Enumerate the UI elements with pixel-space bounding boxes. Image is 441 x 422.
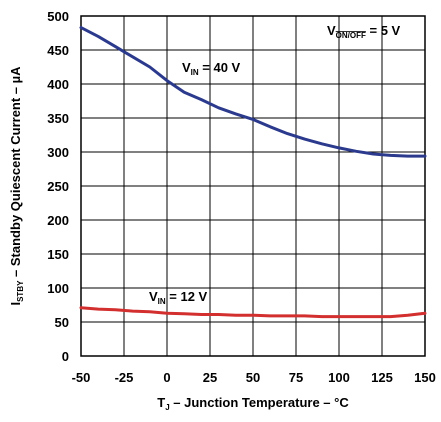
annotation-vin-12v: VIN = 12 V xyxy=(149,289,208,306)
x-tick-labels: -50 -25 0 25 50 75 100 125 150 xyxy=(72,370,436,385)
y-tick-label: 400 xyxy=(47,77,69,92)
y-tick-label: 150 xyxy=(47,247,69,262)
annotation-vin-40v: VIN = 40 V xyxy=(182,60,241,77)
y-tick-label: 300 xyxy=(47,145,69,160)
x-axis-title: TJ – Junction Temperature – °C xyxy=(157,395,349,412)
y-tick-label: 100 xyxy=(47,281,69,296)
series-line-vin-12v xyxy=(79,306,427,319)
x-tick-label: -50 xyxy=(72,370,91,385)
y-tick-label: 250 xyxy=(47,179,69,194)
plot-frame xyxy=(80,15,426,357)
y-tick-label: 0 xyxy=(62,349,69,364)
x-tick-label: 25 xyxy=(203,370,217,385)
y-tick-labels: 0 50 100 150 200 250 300 350 400 450 500 xyxy=(47,9,69,364)
x-tick-label: 125 xyxy=(371,370,393,385)
x-tick-label: 150 xyxy=(414,370,436,385)
y-tick-label: 500 xyxy=(47,9,69,24)
series-layer xyxy=(79,26,427,319)
x-tick-label: 0 xyxy=(163,370,170,385)
y-tick-label: 350 xyxy=(47,111,69,126)
y-axis-title: ISTBY – Standby Quiescent Current – µA xyxy=(8,66,25,306)
x-tick-label: 50 xyxy=(246,370,260,385)
y-tick-label: 50 xyxy=(55,315,69,330)
y-tick-label: 450 xyxy=(47,43,69,58)
y-tick-label: 200 xyxy=(47,213,69,228)
annotation-von-off: VON/OFF = 5 V xyxy=(327,23,401,40)
grid xyxy=(81,16,425,356)
x-tick-label: 100 xyxy=(328,370,350,385)
x-tick-label: 75 xyxy=(289,370,303,385)
series-line-vin-40v xyxy=(79,26,427,158)
x-tick-label: -25 xyxy=(115,370,134,385)
